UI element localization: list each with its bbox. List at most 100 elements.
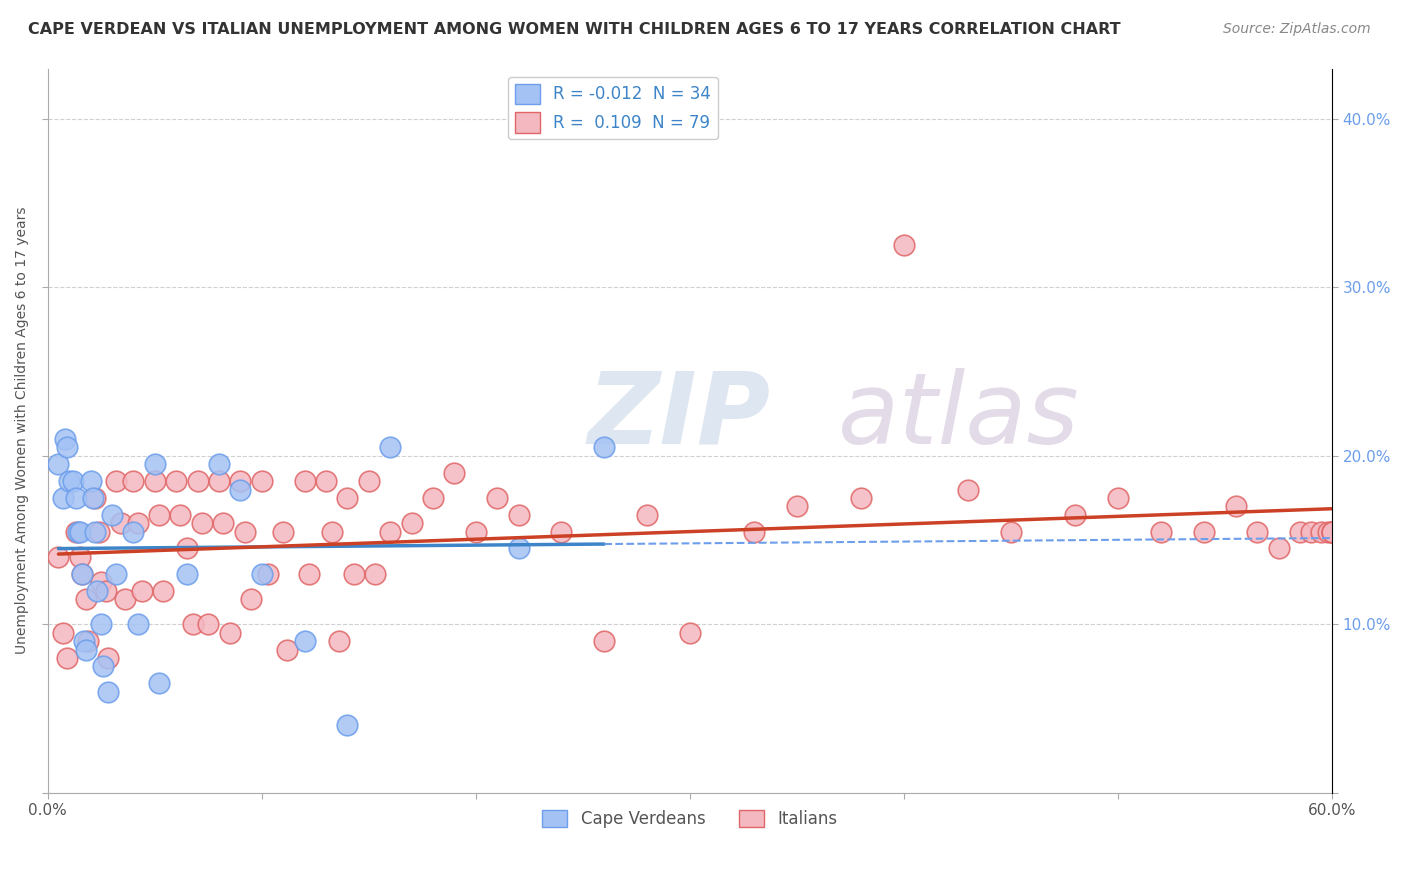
Point [105, 566, 128, 581]
Point [75, 642, 97, 657]
Point [1246, 524, 1268, 539]
Point [486, 491, 509, 505]
Point [240, 592, 263, 607]
Point [957, 483, 980, 497]
Point [94, 583, 117, 598]
Point [79, 474, 101, 488]
Point [294, 474, 316, 488]
Point [176, 541, 198, 556]
Point [127, 617, 149, 632]
Point [148, 676, 170, 690]
Point [1107, 491, 1129, 505]
Point [83, 524, 105, 539]
Point [208, 474, 231, 488]
Point [208, 457, 231, 471]
Point [97, 651, 120, 665]
Point [422, 491, 444, 505]
Point [464, 524, 486, 539]
Point [70, 566, 93, 581]
Point [636, 508, 658, 522]
Point [593, 634, 616, 648]
Point [849, 491, 872, 505]
Point [152, 583, 174, 598]
Point [218, 625, 240, 640]
Point [89, 524, 111, 539]
Point [56, 441, 79, 455]
Point [62, 474, 84, 488]
Point [70, 566, 93, 581]
Point [229, 483, 252, 497]
Point [593, 441, 616, 455]
Text: ZIP: ZIP [588, 368, 770, 465]
Text: Source: ZipAtlas.com: Source: ZipAtlas.com [1223, 22, 1371, 37]
Point [1150, 524, 1173, 539]
Point [65, 524, 87, 539]
Point [48, 549, 70, 564]
Point [169, 508, 191, 522]
Point [131, 583, 153, 598]
Point [105, 474, 128, 488]
Point [508, 541, 530, 556]
Point [114, 592, 136, 607]
Point [187, 474, 209, 488]
Text: atlas: atlas [838, 368, 1080, 465]
Point [250, 566, 273, 581]
Point [294, 634, 316, 648]
Point [364, 566, 387, 581]
Point [176, 566, 198, 581]
Point [1320, 524, 1343, 539]
Legend: Cape Verdeans, Italians: Cape Verdeans, Italians [536, 804, 844, 835]
Point [122, 524, 145, 539]
Point [97, 684, 120, 698]
Point [48, 457, 70, 471]
Point [742, 524, 765, 539]
Point [1299, 524, 1322, 539]
Point [90, 575, 112, 590]
Point [380, 524, 402, 539]
Point [257, 566, 280, 581]
Point [1192, 524, 1215, 539]
Point [1225, 500, 1247, 514]
Point [336, 718, 359, 732]
Point [181, 617, 204, 632]
Point [75, 592, 97, 607]
Point [212, 516, 235, 531]
Point [401, 516, 423, 531]
Point [82, 491, 104, 505]
Point [83, 491, 105, 505]
Point [1320, 524, 1343, 539]
Point [191, 516, 214, 531]
Point [357, 474, 380, 488]
Point [343, 566, 366, 581]
Point [550, 524, 572, 539]
Point [1320, 524, 1343, 539]
Point [321, 524, 343, 539]
Point [165, 474, 187, 488]
Point [1316, 524, 1339, 539]
Point [271, 524, 294, 539]
Point [679, 625, 702, 640]
Point [143, 474, 166, 488]
Text: CAPE VERDEAN VS ITALIAN UNEMPLOYMENT AMONG WOMEN WITH CHILDREN AGES 6 TO 17 YEAR: CAPE VERDEAN VS ITALIAN UNEMPLOYMENT AMO… [28, 22, 1121, 37]
Point [197, 617, 219, 632]
Point [893, 238, 915, 252]
Point [315, 474, 337, 488]
Point [250, 474, 273, 488]
Point [148, 508, 170, 522]
Point [328, 634, 350, 648]
Point [56, 651, 79, 665]
Point [52, 491, 75, 505]
Point [143, 457, 166, 471]
Point [233, 524, 256, 539]
Point [127, 516, 149, 531]
Point [1064, 508, 1087, 522]
Point [86, 583, 108, 598]
Point [110, 516, 132, 531]
Point [52, 625, 75, 640]
Point [1310, 524, 1333, 539]
Point [73, 634, 96, 648]
Point [298, 566, 321, 581]
Point [66, 524, 89, 539]
Point [77, 634, 100, 648]
Point [122, 474, 145, 488]
